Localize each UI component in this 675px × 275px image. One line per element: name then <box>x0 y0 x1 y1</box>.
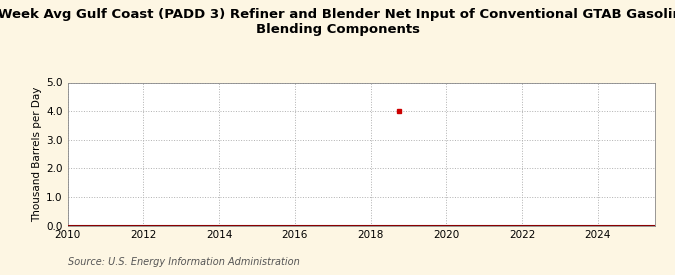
Text: Source: U.S. Energy Information Administration: Source: U.S. Energy Information Administ… <box>68 257 299 267</box>
Text: 4 Week Avg Gulf Coast (PADD 3) Refiner and Blender Net Input of Conventional GTA: 4 Week Avg Gulf Coast (PADD 3) Refiner a… <box>0 8 675 36</box>
Y-axis label: Thousand Barrels per Day: Thousand Barrels per Day <box>32 86 42 222</box>
